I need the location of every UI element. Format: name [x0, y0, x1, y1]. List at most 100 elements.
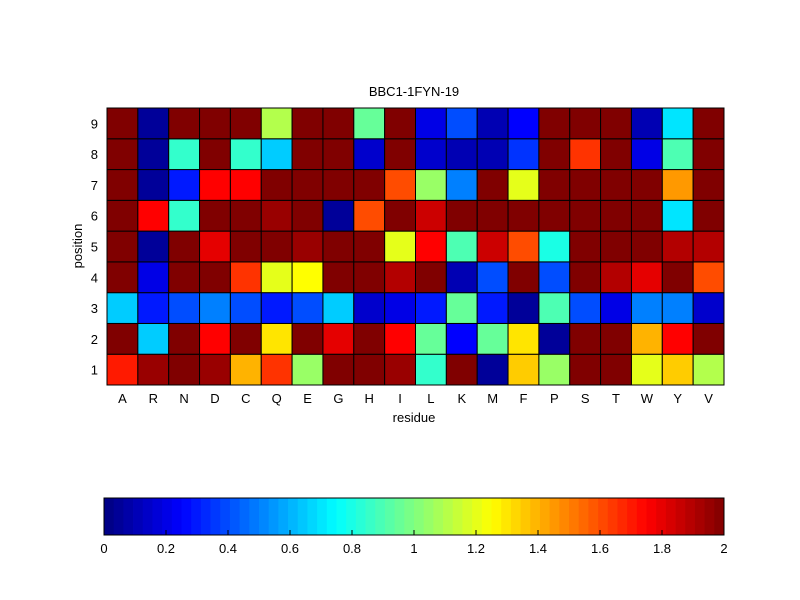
- heatmap-cell: [415, 169, 447, 201]
- heatmap-cell: [569, 199, 602, 232]
- heatmap-cell: [630, 138, 663, 171]
- x-tick-label: R: [149, 391, 158, 406]
- x-tick-label: S: [581, 391, 590, 406]
- colorbar-segment: [375, 498, 386, 535]
- heatmap-cell: [415, 353, 447, 386]
- x-tick-label: G: [333, 391, 343, 406]
- heatmap-cell: [630, 353, 663, 386]
- heatmap-cell: [476, 230, 509, 263]
- heatmap-cell: [353, 199, 386, 232]
- heatmap-cell: [569, 107, 602, 140]
- y-tick-label: 8: [91, 147, 98, 162]
- colorbar-segment: [355, 498, 366, 535]
- colorbar-segment: [569, 498, 580, 535]
- heatmap-cell: [322, 107, 355, 140]
- heatmap-cell: [507, 138, 540, 171]
- heatmap-cell: [569, 322, 602, 355]
- colorbar-segment: [307, 498, 318, 535]
- colorbar-segment: [278, 498, 289, 535]
- heatmap-cell: [538, 230, 571, 263]
- colorbar-segment: [481, 498, 492, 535]
- heatmap-cell: [569, 353, 602, 386]
- heatmap-cell: [199, 261, 231, 294]
- colorbar-segment: [588, 498, 599, 535]
- heatmap-cell: [168, 292, 201, 324]
- heatmap-cell: [415, 138, 447, 171]
- colorbar-segment: [559, 498, 570, 535]
- y-tick-label: 7: [91, 178, 98, 193]
- heatmap-cell: [445, 169, 478, 201]
- heatmap-cell: [229, 322, 262, 355]
- heatmap-cell: [445, 138, 478, 171]
- heatmap-cell: [445, 353, 478, 386]
- heatmap-cell: [630, 169, 663, 201]
- colorbar-segment: [578, 498, 589, 535]
- heatmap-cell: [291, 138, 324, 171]
- heatmap-cell: [291, 199, 324, 232]
- heatmap-cell: [291, 322, 324, 355]
- heatmap-cell: [600, 107, 632, 140]
- heatmap-cell: [538, 138, 571, 171]
- heatmap-cell: [106, 322, 139, 355]
- heatmap-cell: [106, 292, 139, 324]
- colorbar-segment: [210, 498, 221, 535]
- heatmap-cell: [538, 169, 571, 201]
- heatmap-cell: [229, 199, 262, 232]
- heatmap-cell: [415, 322, 447, 355]
- colorbar-segment: [191, 498, 202, 535]
- x-tick-label: P: [550, 391, 559, 406]
- heatmap-cell: [415, 261, 447, 294]
- heatmap-cell: [229, 107, 262, 140]
- heatmap-cell: [569, 138, 602, 171]
- colorbar-tick-label: 0.6: [281, 541, 299, 556]
- heatmap-cell: [137, 169, 170, 201]
- heatmap-cell: [692, 261, 725, 294]
- colorbar-segment: [704, 498, 715, 535]
- heatmap-cell: [661, 261, 694, 294]
- colorbar-segment: [472, 498, 483, 535]
- colorbar-segment: [694, 498, 706, 535]
- colorbar-segment: [598, 498, 609, 535]
- y-tick-label: 2: [91, 332, 98, 347]
- heatmap-cell: [137, 322, 170, 355]
- heatmap-cell: [692, 138, 725, 171]
- heatmap-cell: [260, 199, 293, 232]
- colorbar-segment: [636, 498, 647, 535]
- heatmap-cell: [661, 322, 694, 355]
- heatmap-cell: [538, 199, 571, 232]
- colorbar-segment: [384, 498, 396, 535]
- heatmap-cell: [260, 169, 293, 201]
- heatmap-cell: [538, 353, 571, 386]
- heatmap-cell: [507, 353, 540, 386]
- x-tick-label: D: [210, 391, 219, 406]
- heatmap-cell: [630, 199, 663, 232]
- heatmap-cell: [692, 230, 725, 263]
- colorbar-segment: [423, 498, 434, 535]
- heatmap-cell: [229, 230, 262, 263]
- heatmap-cell: [353, 138, 386, 171]
- heatmap-frame: [106, 107, 725, 386]
- x-axis-label: residue: [393, 410, 436, 425]
- heatmap-cell: [661, 138, 694, 171]
- colorbar-segment: [501, 498, 512, 535]
- colorbar-tick-label: 0.4: [219, 541, 237, 556]
- colorbar-tick-label: 0.8: [343, 541, 361, 556]
- heatmap-cell: [229, 138, 262, 171]
- colorbar-segment: [617, 498, 628, 535]
- x-tick-label: F: [519, 391, 527, 406]
- y-axis-label: position: [70, 224, 85, 269]
- heatmap-cell: [229, 353, 262, 386]
- x-tick-label: H: [365, 391, 374, 406]
- colorbar-segment: [510, 498, 521, 535]
- x-tick-label: E: [303, 391, 312, 406]
- heatmap-cell: [322, 138, 355, 171]
- colorbar-segment: [394, 498, 405, 535]
- colorbar-segment: [104, 498, 115, 535]
- x-tick-label: A: [118, 391, 127, 406]
- colorbar-segment: [259, 498, 270, 535]
- colorbar-segment: [530, 498, 541, 535]
- colorbar-segment: [268, 498, 279, 535]
- heatmap-cell: [692, 199, 725, 232]
- heatmap-cell: [384, 138, 416, 171]
- y-tick-label: 6: [91, 209, 98, 224]
